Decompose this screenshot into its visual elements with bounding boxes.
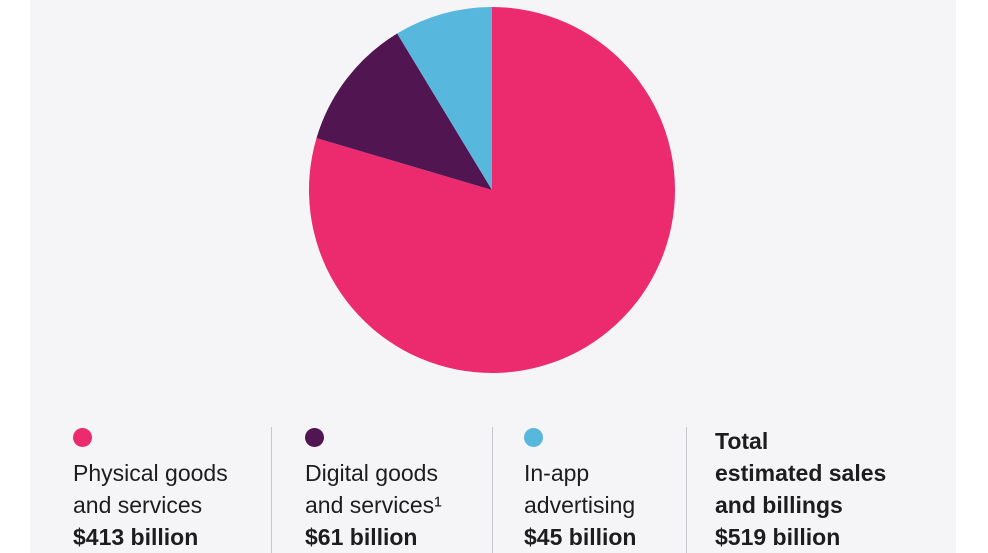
legend-value: $45 billion: [524, 524, 637, 550]
legend-divider: [271, 427, 272, 553]
total-title-line3: and billings: [715, 492, 843, 518]
legend-total: Total estimated sales and billings $519 …: [715, 425, 886, 553]
total-value: $519 billion: [715, 524, 841, 550]
legend-label-line1: Digital goods: [305, 460, 438, 486]
legend-swatch-physical: [73, 428, 92, 447]
legend-swatch-digital: [305, 428, 324, 447]
legend-label-line1: Physical goods: [73, 460, 228, 486]
legend-item-advertising: In-app advertising $45 billion: [524, 425, 636, 553]
legend-label-line1: In-app: [524, 460, 590, 486]
total-title-line2: estimated sales: [715, 460, 887, 486]
pie-slice-digital: [316, 33, 492, 190]
legend-label-line2: and services: [73, 492, 203, 518]
legend-swatch-advertising: [524, 428, 543, 447]
pie-chart: [309, 7, 675, 373]
pie-slice-advertising: [397, 7, 492, 190]
total-title-line1: Total: [715, 428, 769, 454]
legend-label-line2: and services¹: [305, 492, 442, 518]
legend-value: $61 billion: [305, 524, 418, 550]
legend-divider: [686, 427, 687, 553]
legend-item-digital: Digital goods and services¹ $61 billion: [305, 425, 442, 553]
legend-label-line2: advertising: [524, 492, 636, 518]
legend-value: $413 billion: [73, 524, 199, 550]
legend-item-physical: Physical goods and services $413 billion: [73, 425, 228, 553]
legend-divider: [492, 427, 493, 553]
